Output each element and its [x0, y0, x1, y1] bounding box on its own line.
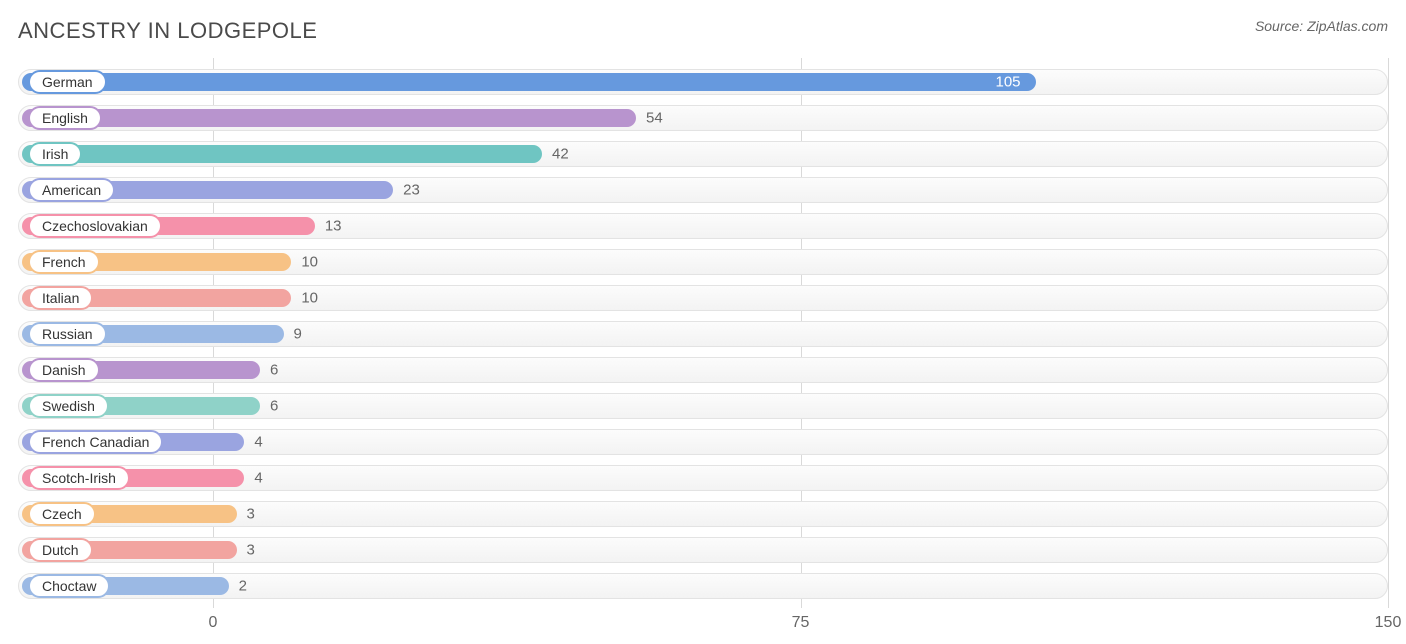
bar-row: Swedish 6	[18, 388, 1388, 424]
bar-label-pill: Italian	[28, 286, 93, 310]
bar-row: Czech 3	[18, 496, 1388, 532]
x-axis-label: 150	[1375, 614, 1402, 632]
bar-value-label: 6	[270, 362, 278, 379]
bar-fill	[22, 109, 636, 127]
chart-header: ANCESTRY IN LODGEPOLE Source: ZipAtlas.c…	[18, 18, 1388, 44]
ancestry-chart: ANCESTRY IN LODGEPOLE Source: ZipAtlas.c…	[0, 0, 1406, 644]
bar-row: Russian 9	[18, 316, 1388, 352]
bar-label-pill: French Canadian	[28, 430, 163, 454]
chart-source: Source: ZipAtlas.com	[1255, 18, 1388, 34]
bar-row: American 23	[18, 172, 1388, 208]
bar-value-label: 10	[301, 254, 318, 271]
bar-list: German105English54Irish42American23Czech…	[18, 58, 1388, 604]
x-axis-label: 75	[792, 614, 810, 632]
plot-area: German105English54Irish42American23Czech…	[18, 58, 1388, 608]
bar-row: Choctaw 2	[18, 568, 1388, 604]
bar-row: Dutch 3	[18, 532, 1388, 568]
bar-row: Danish 6	[18, 352, 1388, 388]
bar-row: French Canadian 4	[18, 424, 1388, 460]
bar-label-pill: Choctaw	[28, 574, 110, 598]
bar-value-label: 10	[301, 290, 318, 307]
bar-value-label: 23	[403, 182, 420, 199]
bar-value-label: 4	[254, 434, 262, 451]
bar-label-pill: French	[28, 250, 100, 274]
bar-value-label: 105	[996, 74, 1021, 91]
chart-title: ANCESTRY IN LODGEPOLE	[18, 18, 317, 44]
bar-label-pill: English	[28, 106, 102, 130]
bar-label-pill: Czechoslovakian	[28, 214, 162, 238]
bar-row: French 10	[18, 244, 1388, 280]
bar-label-pill: Russian	[28, 322, 107, 346]
bar-value-label: 2	[239, 578, 247, 595]
bar-value-label: 42	[552, 146, 569, 163]
bar-value-label: 54	[646, 110, 663, 127]
bar-label-pill: Dutch	[28, 538, 93, 562]
bar-value-label: 3	[247, 542, 255, 559]
gridline	[1388, 58, 1389, 608]
x-axis: 075150	[18, 612, 1388, 642]
bar-label-pill: Scotch-Irish	[28, 466, 130, 490]
bar-value-label: 6	[270, 398, 278, 415]
bar-label-pill: Irish	[28, 142, 82, 166]
bar-row: Italian 10	[18, 280, 1388, 316]
bar-label-pill: American	[28, 178, 115, 202]
bar-value-label: 4	[254, 470, 262, 487]
bar-row: Czechoslovakian 13	[18, 208, 1388, 244]
bar-row: Scotch-Irish 4	[18, 460, 1388, 496]
bar-row: Irish 42	[18, 136, 1388, 172]
bar-value-label: 13	[325, 218, 342, 235]
bar-label-pill: German	[28, 70, 107, 94]
bar-fill	[22, 145, 542, 163]
x-axis-label: 0	[209, 614, 218, 632]
bar-value-label: 9	[294, 326, 302, 343]
bar-row: German 105	[18, 64, 1388, 100]
bar-label-pill: Swedish	[28, 394, 109, 418]
bar-row: English 54	[18, 100, 1388, 136]
bar-value-label: 3	[247, 506, 255, 523]
bar-label-pill: Danish	[28, 358, 100, 382]
bar-fill	[22, 73, 1036, 91]
bar-label-pill: Czech	[28, 502, 96, 526]
